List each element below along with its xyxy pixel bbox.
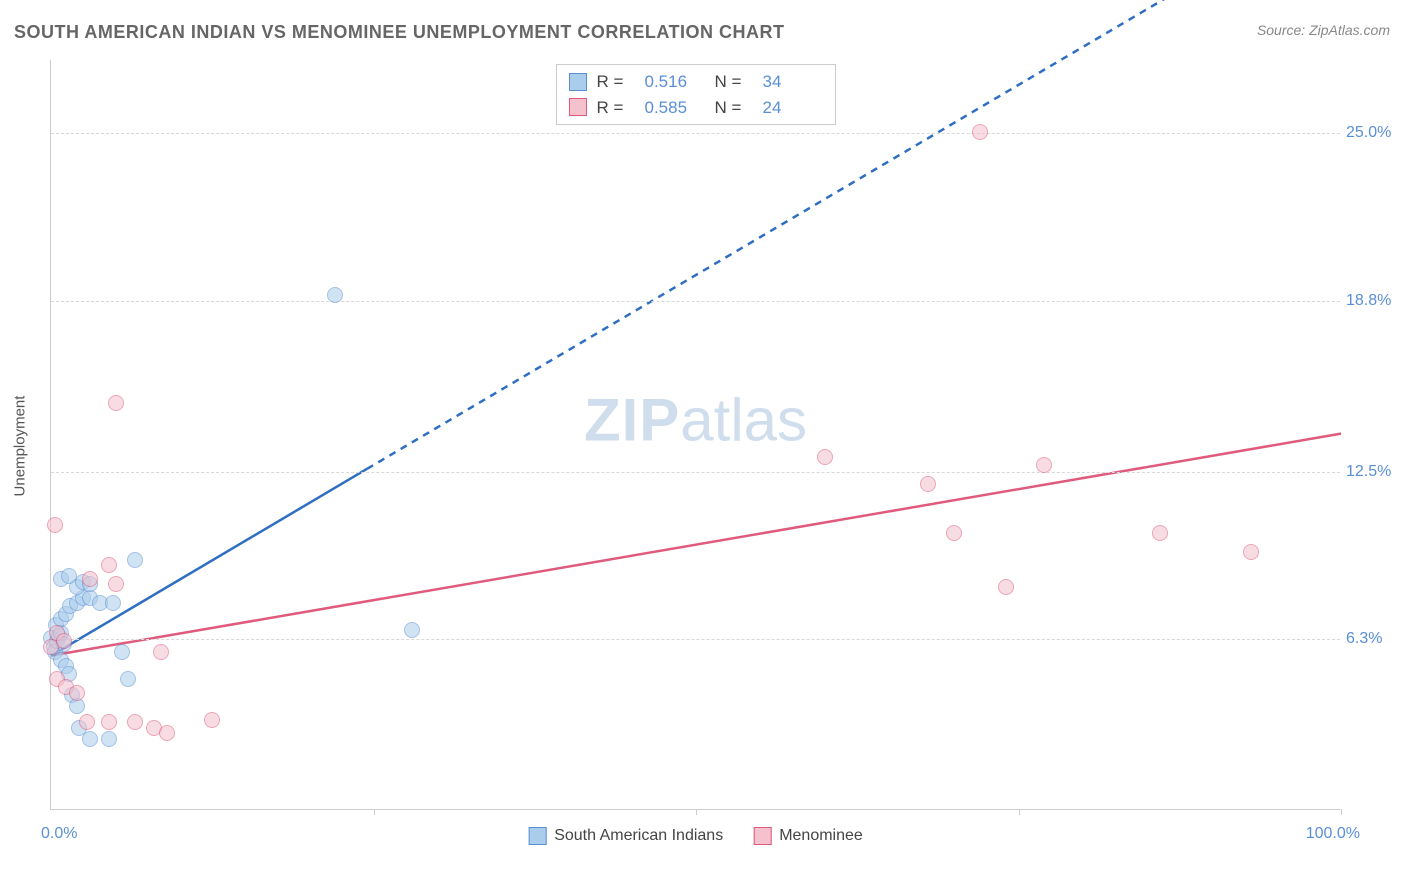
- scatter-point-menominee: [82, 571, 98, 587]
- scatter-point-menominee: [101, 714, 117, 730]
- scatter-point-south-american-indians: [61, 568, 77, 584]
- scatter-point-menominee: [920, 476, 936, 492]
- legend-correlation: R = 0.516 N = 34 R = 0.585 N = 24: [556, 64, 836, 125]
- y-tick-label: 25.0%: [1346, 124, 1402, 142]
- scatter-point-south-american-indians: [120, 671, 136, 687]
- scatter-point-menominee: [108, 395, 124, 411]
- legend-series: South American Indians Menominee: [528, 827, 863, 845]
- scatter-point-south-american-indians: [101, 731, 117, 747]
- legend-row-series-a: R = 0.516 N = 34: [569, 69, 823, 95]
- x-axis-max-label: 100.0%: [1306, 825, 1360, 843]
- scatter-point-south-american-indians: [82, 731, 98, 747]
- legend-n-label-b: N =: [715, 95, 753, 121]
- chart-container: SOUTH AMERICAN INDIAN VS MENOMINEE UNEMP…: [0, 0, 1406, 892]
- trend-lines-svg: [51, 60, 1340, 809]
- legend-item-b: Menominee: [753, 827, 863, 845]
- legend-bottom-swatch-a: [528, 827, 546, 845]
- legend-bottom-label-b: Menominee: [779, 827, 863, 845]
- scatter-point-menominee: [56, 633, 72, 649]
- scatter-point-south-american-indians: [127, 552, 143, 568]
- scatter-point-south-american-indians: [327, 287, 343, 303]
- legend-n-value-b: 24: [763, 95, 823, 121]
- legend-r-label-b: R =: [597, 95, 635, 121]
- legend-n-value-a: 34: [763, 69, 823, 95]
- trend-line: [367, 0, 1341, 469]
- y-tick-label: 6.3%: [1346, 630, 1402, 648]
- legend-row-series-b: R = 0.585 N = 24: [569, 95, 823, 121]
- scatter-point-menominee: [69, 685, 85, 701]
- trend-line: [51, 434, 1341, 656]
- chart-title: SOUTH AMERICAN INDIAN VS MENOMINEE UNEMP…: [14, 22, 785, 43]
- gridline-h: [51, 639, 1340, 640]
- scatter-point-menominee: [79, 714, 95, 730]
- y-tick-label: 18.8%: [1346, 292, 1402, 310]
- gridline-h: [51, 133, 1340, 134]
- scatter-point-menominee: [1243, 544, 1259, 560]
- scatter-point-menominee: [946, 525, 962, 541]
- legend-swatch-a: [569, 73, 587, 91]
- watermark-atlas: atlas: [680, 386, 807, 453]
- x-tick: [1341, 809, 1342, 815]
- legend-r-label-a: R =: [597, 69, 635, 95]
- watermark: ZIPatlas: [584, 385, 807, 454]
- scatter-point-menominee: [127, 714, 143, 730]
- scatter-point-menominee: [972, 124, 988, 140]
- x-tick: [374, 809, 375, 815]
- y-tick-label: 12.5%: [1346, 463, 1402, 481]
- legend-n-label-a: N =: [715, 69, 753, 95]
- legend-r-value-b: 0.585: [645, 95, 705, 121]
- scatter-point-menominee: [1152, 525, 1168, 541]
- legend-bottom-label-a: South American Indians: [554, 827, 723, 845]
- legend-r-value-a: 0.516: [645, 69, 705, 95]
- legend-swatch-b: [569, 98, 587, 116]
- scatter-point-menominee: [1036, 457, 1052, 473]
- y-axis-label: Unemployment: [12, 396, 29, 497]
- scatter-point-menominee: [204, 712, 220, 728]
- scatter-point-menominee: [159, 725, 175, 741]
- plot-area: ZIPatlas R = 0.516 N = 34 R = 0.585 N = …: [50, 60, 1340, 810]
- scatter-point-menominee: [47, 517, 63, 533]
- gridline-h: [51, 301, 1340, 302]
- scatter-point-south-american-indians: [404, 622, 420, 638]
- x-tick: [696, 809, 697, 815]
- x-tick: [1019, 809, 1020, 815]
- scatter-point-south-american-indians: [114, 644, 130, 660]
- watermark-zip: ZIP: [584, 386, 680, 453]
- legend-item-a: South American Indians: [528, 827, 723, 845]
- gridline-h: [51, 472, 1340, 473]
- x-axis-min-label: 0.0%: [41, 825, 77, 843]
- scatter-point-menominee: [101, 557, 117, 573]
- scatter-point-menominee: [998, 579, 1014, 595]
- scatter-point-menominee: [817, 449, 833, 465]
- legend-bottom-swatch-b: [753, 827, 771, 845]
- scatter-point-south-american-indians: [105, 595, 121, 611]
- scatter-point-menominee: [153, 644, 169, 660]
- trend-line: [51, 469, 367, 656]
- scatter-point-menominee: [108, 576, 124, 592]
- source-attribution: Source: ZipAtlas.com: [1257, 22, 1390, 38]
